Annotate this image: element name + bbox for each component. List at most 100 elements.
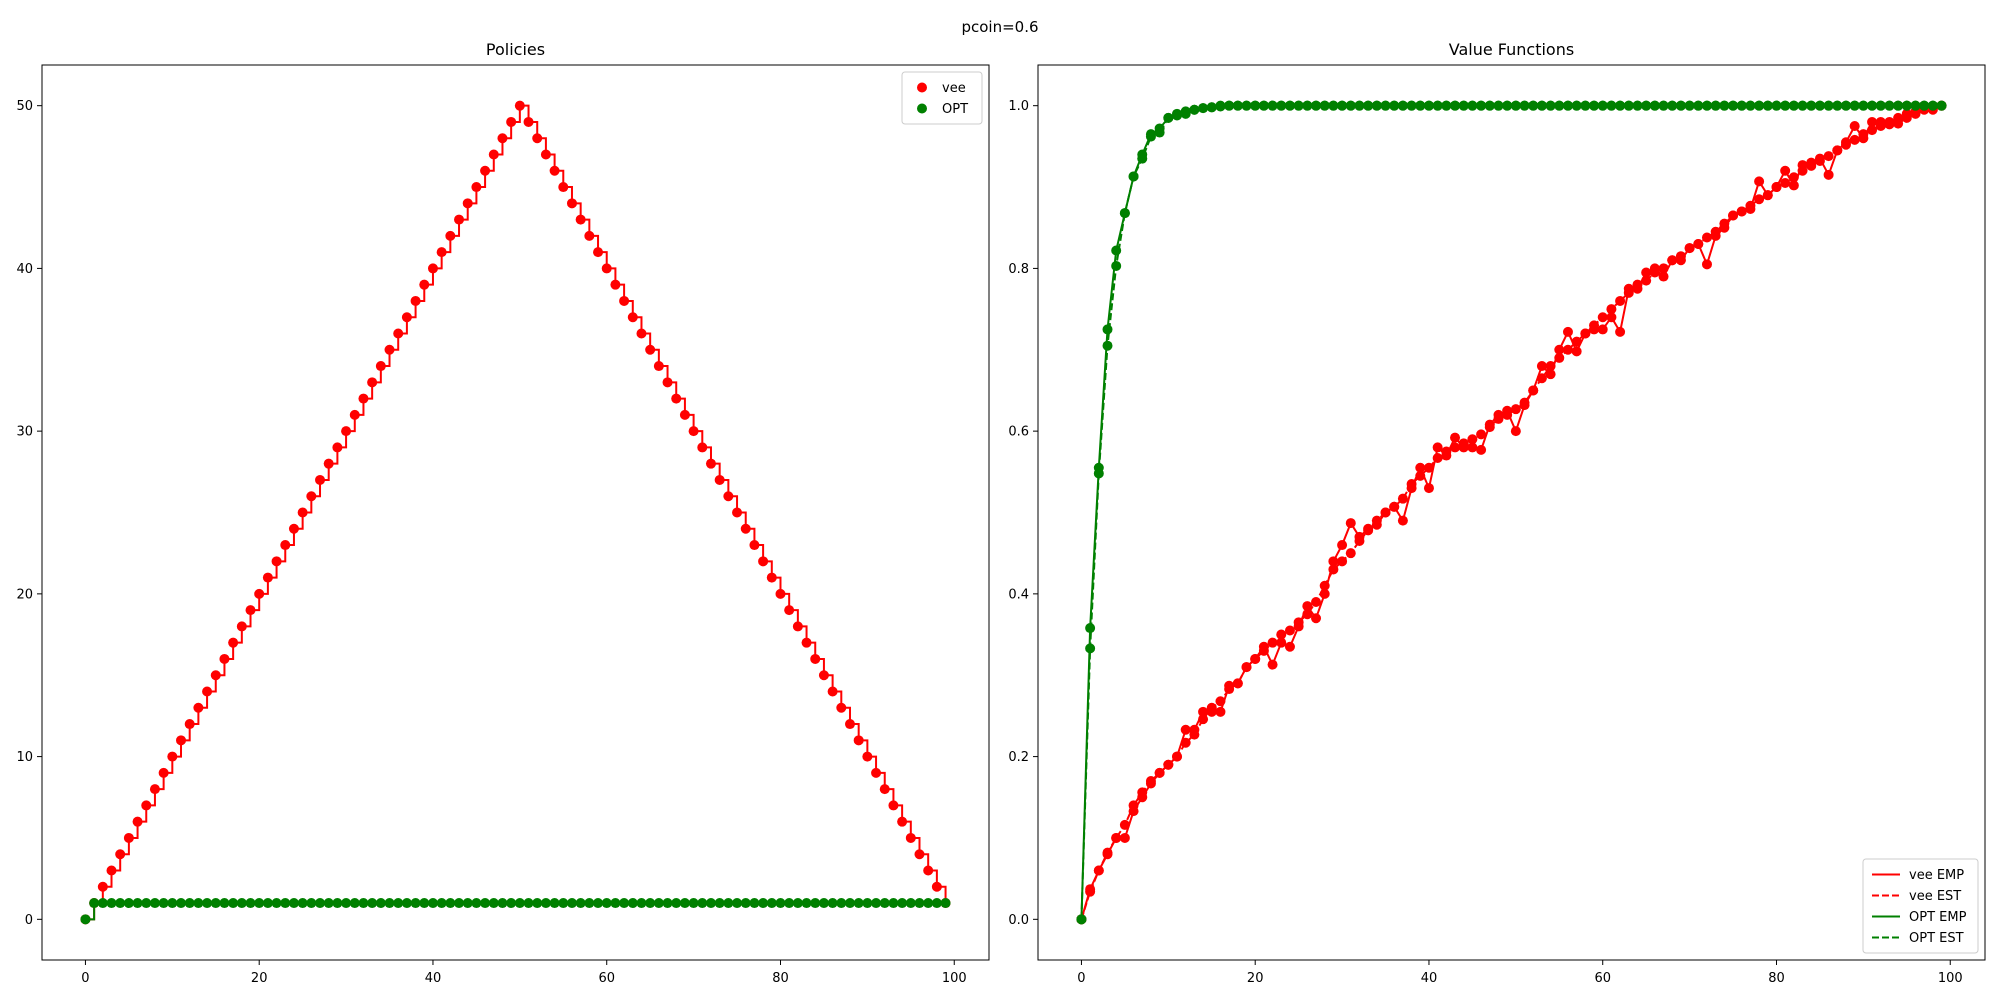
data-point	[1658, 263, 1669, 274]
data-point	[888, 800, 899, 811]
legend-label: OPT EMP	[1909, 910, 1967, 925]
data-point	[1675, 100, 1686, 111]
data-point	[1606, 100, 1617, 111]
series-line-vee	[85, 104, 947, 921]
data-point	[106, 865, 117, 876]
data-point	[1102, 847, 1113, 858]
data-point	[454, 898, 465, 909]
data-point	[1536, 373, 1547, 384]
data-point	[558, 898, 569, 909]
data-point	[132, 816, 143, 827]
data-point	[1145, 776, 1156, 786]
data-point	[584, 230, 595, 241]
data-point	[714, 898, 725, 909]
data-point	[1849, 121, 1860, 132]
data-point	[914, 849, 925, 860]
data-point	[1284, 100, 1295, 111]
data-point	[1597, 324, 1608, 335]
data-point	[653, 898, 664, 909]
data-point	[1111, 260, 1122, 271]
data-point	[1658, 100, 1669, 111]
legend-label: OPT	[942, 102, 968, 117]
data-point	[262, 898, 273, 909]
data-point	[1319, 100, 1330, 111]
data-point	[914, 898, 925, 909]
data-point	[106, 898, 117, 909]
data-point	[1797, 165, 1808, 176]
data-point	[1736, 100, 1747, 111]
data-point	[1806, 100, 1817, 111]
y-tick-label: 0	[25, 913, 33, 928]
y-tick-label: 0.4	[1008, 587, 1029, 602]
data-point	[758, 898, 769, 909]
data-point	[566, 898, 577, 909]
data-point	[1119, 832, 1130, 843]
data-point	[923, 898, 934, 909]
data-point	[1589, 100, 1600, 111]
data-point	[1632, 279, 1643, 290]
data-point	[879, 898, 890, 909]
data-point	[462, 198, 473, 209]
data-point	[705, 458, 716, 469]
data-point	[427, 898, 438, 909]
data-point	[1328, 100, 1339, 111]
data-point	[818, 898, 829, 909]
data-point	[1823, 169, 1834, 180]
data-point	[1172, 108, 1183, 119]
x-tick-label: 80	[772, 971, 789, 986]
data-point	[1337, 100, 1348, 111]
data-point	[1780, 100, 1791, 111]
data-point	[167, 751, 178, 762]
data-point	[1641, 275, 1652, 286]
data-point	[1224, 684, 1235, 695]
data-point	[1423, 483, 1434, 494]
data-point	[1458, 438, 1469, 449]
data-point	[1302, 609, 1313, 620]
data-point	[1745, 200, 1756, 211]
data-point	[1354, 100, 1365, 111]
data-point	[931, 898, 942, 909]
data-point	[1284, 625, 1295, 636]
data-point	[1363, 525, 1374, 536]
legend-label: vee EST	[1909, 889, 1961, 904]
data-point	[332, 898, 343, 909]
data-point	[1719, 100, 1730, 111]
data-point	[1380, 100, 1391, 111]
data-point	[540, 149, 551, 160]
data-point	[1554, 344, 1565, 355]
data-point	[1076, 914, 1087, 925]
data-point	[141, 898, 152, 909]
data-point	[341, 426, 352, 437]
data-point	[1910, 100, 1921, 111]
x-tick-label: 100	[942, 971, 967, 986]
data-point	[836, 898, 847, 909]
panel-value-functions: Value Functions 0 20 40 60 80 100 0.0 0.2 0.4 0.6 0…	[1008, 40, 1986, 986]
data-point	[705, 898, 716, 909]
data-point	[1137, 153, 1148, 164]
data-point	[636, 898, 647, 909]
data-point	[1215, 706, 1226, 717]
data-point	[784, 898, 795, 909]
data-point	[1788, 100, 1799, 111]
data-point	[905, 832, 916, 843]
data-point	[1406, 100, 1417, 111]
data-point	[1884, 100, 1895, 111]
data-point	[601, 263, 612, 274]
data-point	[1675, 251, 1686, 262]
data-point	[1397, 493, 1408, 504]
data-point	[1215, 696, 1226, 707]
data-point	[280, 898, 291, 909]
data-point	[1423, 100, 1434, 111]
data-point	[1119, 819, 1130, 830]
data-point	[1128, 171, 1139, 182]
data-point	[688, 898, 699, 909]
data-point	[827, 686, 838, 697]
data-point	[1840, 100, 1851, 111]
data-point	[123, 832, 134, 843]
data-point	[1189, 104, 1200, 115]
data-point	[1302, 100, 1313, 111]
data-point	[844, 898, 855, 909]
data-point	[445, 898, 456, 909]
data-point	[1754, 194, 1765, 205]
